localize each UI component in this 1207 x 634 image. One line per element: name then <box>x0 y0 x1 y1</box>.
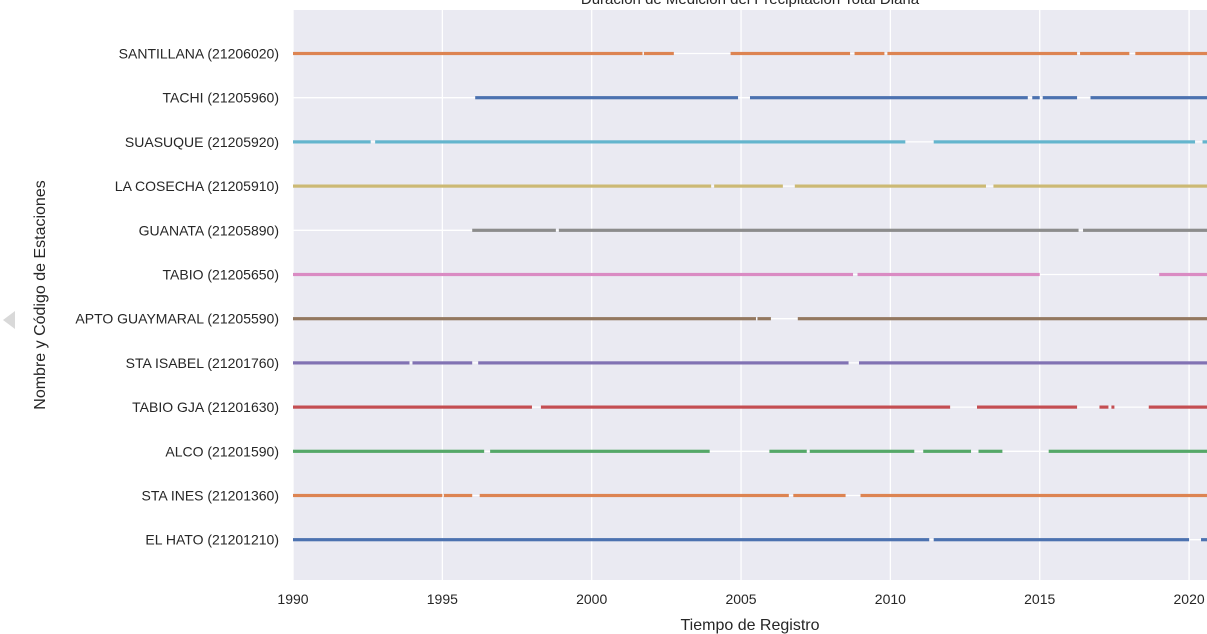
record-segment <box>750 96 1028 100</box>
record-segment <box>293 51 643 56</box>
record-segment <box>1135 51 1207 56</box>
record-segment <box>293 449 485 453</box>
x-tick-label: 2020 <box>1174 591 1205 607</box>
x-tick-label: 2005 <box>725 591 756 607</box>
record-segment <box>714 184 783 188</box>
station-label: TABIO GJA (21201630) <box>132 399 279 415</box>
x-axis-title: Tiempo de Registro <box>680 617 819 634</box>
record-segment <box>1080 51 1130 56</box>
record-segment <box>293 538 930 542</box>
record-segment <box>475 96 739 100</box>
record-segment <box>794 184 986 188</box>
record-segment <box>977 405 1078 409</box>
record-segment <box>797 317 1207 321</box>
x-tick-label: 2000 <box>576 591 607 607</box>
station-label: STA INES (21201360) <box>142 488 279 504</box>
record-segment <box>293 405 532 409</box>
station-label: TACHI (21205960) <box>163 90 279 106</box>
record-segment <box>643 51 674 56</box>
record-segment <box>793 493 846 498</box>
record-segment <box>1202 140 1207 144</box>
record-segment <box>1159 272 1207 277</box>
record-segment <box>558 228 1079 232</box>
record-segment <box>857 272 1040 277</box>
station-label: STA ISABEL (21201760) <box>126 355 279 371</box>
record-segment <box>472 228 556 232</box>
record-segment <box>769 449 807 453</box>
record-segment <box>923 449 972 453</box>
x-tick-label: 1990 <box>277 591 308 607</box>
record-segment <box>1201 538 1207 542</box>
record-segment <box>1042 96 1078 100</box>
record-segment <box>443 493 473 498</box>
record-segment <box>1090 96 1207 100</box>
x-tick-label: 1995 <box>427 591 458 607</box>
record-segment <box>293 272 854 277</box>
station-label: APTO GUAYMARAL (21205590) <box>75 311 279 327</box>
record-segment <box>993 184 1207 188</box>
record-segment <box>933 140 1196 144</box>
record-segment <box>478 361 849 365</box>
record-segment <box>1099 405 1109 409</box>
y-tick-labels: SANTILLANA (21206020) TACHI (21205960) SUA… <box>75 46 279 548</box>
record-segment <box>933 538 1190 542</box>
record-segment <box>412 361 473 365</box>
x-tick-label: 2015 <box>1024 591 1055 607</box>
record-segment <box>809 449 915 453</box>
record-segment <box>293 317 756 321</box>
plot-area <box>293 10 1207 580</box>
station-label: TABIO (21205650) <box>163 267 279 283</box>
record-segment <box>757 317 771 321</box>
collapse-arrow-icon[interactable] <box>3 311 15 329</box>
station-label: LA COSECHA (21205910) <box>115 178 279 194</box>
record-segment <box>730 51 851 56</box>
record-segment <box>293 361 410 365</box>
record-segment <box>978 449 1003 453</box>
record-segment <box>887 51 1078 56</box>
record-segment <box>854 51 885 56</box>
station-label: SUASUQUE (21205920) <box>125 134 279 150</box>
series-layer <box>293 51 1207 542</box>
record-segment <box>540 405 951 409</box>
record-segment <box>293 493 443 498</box>
record-segment <box>1032 96 1040 100</box>
record-segment <box>293 184 712 188</box>
chart-title: Duración de Medición del Precipitación T… <box>581 0 920 8</box>
record-segment <box>375 140 906 144</box>
record-segment <box>1148 405 1207 409</box>
record-segment <box>479 493 789 498</box>
x-tick-label: 2010 <box>875 591 906 607</box>
record-segment <box>1083 228 1207 232</box>
record-segment <box>859 361 1207 365</box>
record-segment <box>293 140 371 144</box>
record-segment <box>860 493 1207 498</box>
record-segment <box>1048 449 1207 453</box>
station-label: SANTILLANA (21206020) <box>119 46 279 62</box>
station-label: GUANATA (21205890) <box>139 222 279 238</box>
x-tick-labels: 1990 1995 2000 2005 2010 2015 2020 <box>277 591 1204 607</box>
record-segment <box>1111 405 1115 409</box>
station-label: ALCO (21201590) <box>165 443 279 459</box>
record-segment <box>490 449 710 453</box>
station-label: EL HATO (21201210) <box>145 532 279 548</box>
y-axis-title: Nombre y Código de Estaciones <box>32 180 49 409</box>
